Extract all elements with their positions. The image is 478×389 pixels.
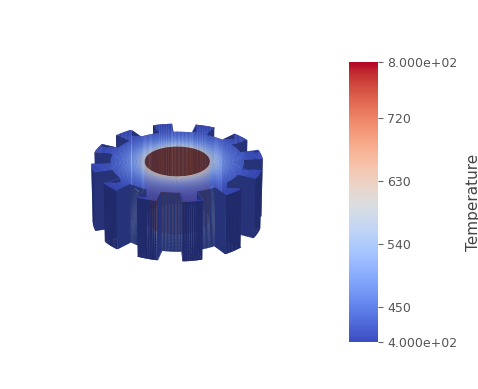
Y-axis label: Temperature: Temperature <box>466 154 478 251</box>
